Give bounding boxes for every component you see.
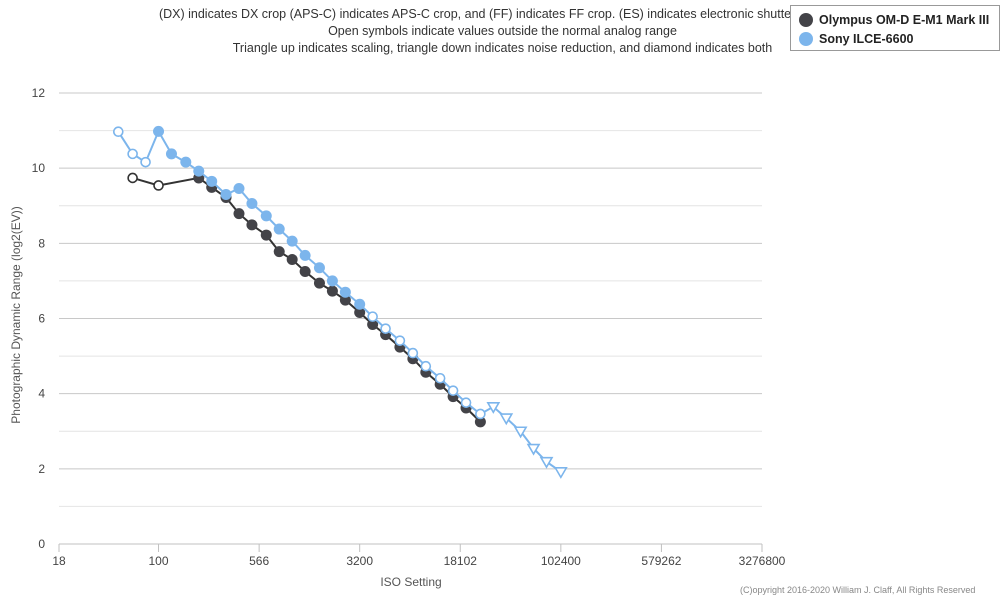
data-point	[354, 298, 366, 310]
legend-item-sony[interactable]: Sony ILCE-6600	[799, 29, 999, 48]
data-point	[367, 319, 379, 331]
data-point	[313, 262, 325, 274]
y-tick-label: 10	[32, 161, 46, 175]
data-point	[539, 456, 554, 469]
series-line	[132, 176, 482, 423]
legend-item-olympus[interactable]: Olympus OM-D E-M1 Mark III	[799, 10, 999, 29]
note-line-3: Triangle up indicates scaling, triangle …	[232, 41, 773, 55]
legend-marker-sony	[799, 31, 813, 46]
legend-label-sony: Sony ILCE-6600	[819, 31, 914, 46]
data-point	[447, 385, 459, 396]
legend-marker-olympus	[799, 12, 813, 27]
x-tick-label: 3200	[346, 554, 373, 568]
x-tick-label: 102400	[541, 554, 581, 568]
data-point	[165, 148, 177, 160]
data-point	[127, 172, 138, 184]
data-point	[339, 286, 351, 298]
data-point	[299, 266, 311, 278]
data-point	[420, 360, 432, 372]
grid-lines	[59, 92, 762, 507]
data-point	[326, 275, 338, 287]
data-point	[434, 372, 446, 384]
series-line	[117, 129, 562, 473]
data-point	[339, 294, 351, 306]
data-point	[246, 219, 258, 231]
x-tick-label: 566	[249, 554, 269, 568]
note-line-1: (DX) indicates DX crop (APS-C) indicates…	[158, 7, 847, 21]
data-point	[273, 246, 285, 258]
data-point	[553, 467, 568, 479]
data-point	[220, 188, 232, 200]
data-point	[260, 229, 272, 241]
data-point	[513, 426, 528, 439]
y-tick-label: 8	[38, 236, 45, 250]
axes: 0 2 4 6 8 10 12 18 100 566 3200 18102 102400 579262 32…	[32, 86, 786, 568]
data-point	[112, 126, 124, 138]
data-point	[153, 125, 165, 137]
data-point	[206, 175, 218, 187]
data-point	[526, 443, 541, 456]
x-tick-label: 579262	[641, 554, 681, 568]
data-point	[180, 156, 192, 168]
y-tick-label: 0	[38, 537, 45, 551]
data-point	[354, 306, 366, 318]
y-axis-label: Photographic Dynamic Range (log2(EV))	[9, 206, 23, 423]
data-point	[286, 253, 298, 265]
data-point	[299, 249, 311, 261]
series-layer	[112, 125, 568, 479]
data-point	[233, 208, 245, 220]
y-tick-label: 12	[32, 86, 46, 100]
x-tick-label: 3276800	[739, 554, 786, 568]
data-point	[286, 235, 298, 247]
data-point	[460, 397, 472, 408]
x-axis-label: ISO Setting	[380, 575, 441, 589]
data-point	[193, 165, 205, 177]
data-point	[499, 413, 514, 426]
data-point	[246, 197, 258, 209]
data-point	[140, 156, 151, 168]
data-point	[233, 182, 245, 194]
chart-notes: (DX) indicates DX crop (APS-C) indicates…	[0, 6, 1005, 57]
data-point	[394, 335, 406, 346]
data-point	[474, 416, 486, 428]
data-point	[475, 408, 486, 420]
data-point	[273, 223, 285, 235]
y-tick-label: 4	[38, 387, 45, 401]
data-point	[127, 148, 138, 160]
x-tick-label: 100	[149, 554, 169, 568]
note-line-2: Open symbols indicate values outside the…	[328, 24, 677, 38]
data-point	[486, 402, 501, 414]
legend: Olympus OM-D E-M1 Mark III Sony ILCE-660…	[790, 5, 1000, 51]
data-point	[407, 347, 419, 359]
data-point	[326, 285, 338, 297]
data-point	[380, 323, 391, 334]
x-tick-label: 18102	[444, 554, 478, 568]
y-tick-label: 2	[38, 462, 45, 476]
x-tick-label: 18	[52, 554, 66, 568]
data-point	[153, 180, 164, 191]
y-tick-label: 6	[38, 312, 45, 326]
copyright-text: (C)opyright 2016-2020 William J. Claff, …	[740, 585, 976, 595]
legend-label-olympus: Olympus OM-D E-M1 Mark III	[819, 12, 990, 27]
data-point	[313, 277, 325, 289]
data-point	[260, 210, 272, 222]
data-point	[367, 311, 378, 322]
